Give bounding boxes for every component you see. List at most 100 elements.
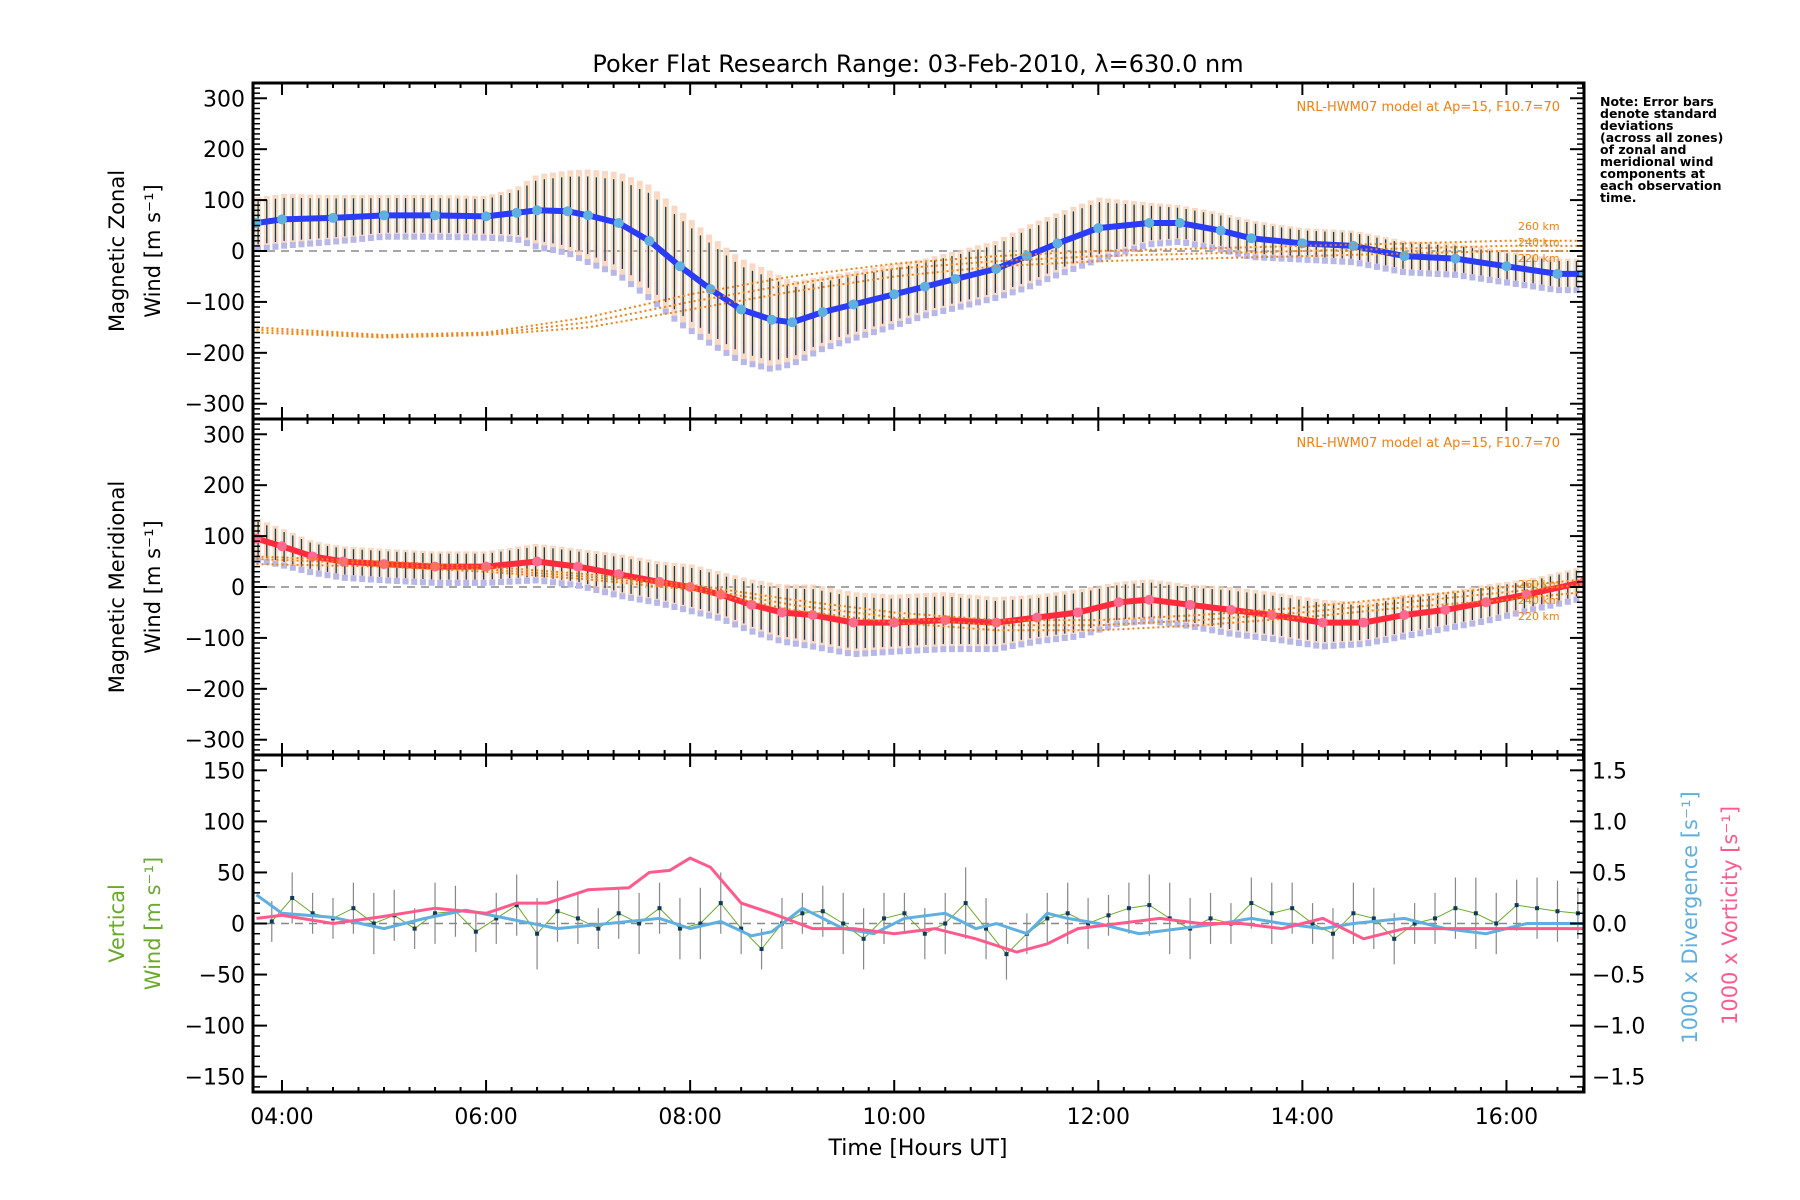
outlier-marker — [1001, 644, 1008, 651]
model-altitude-label: 240 km — [1518, 236, 1560, 249]
outlier-marker — [445, 579, 452, 586]
vertical-wind-point — [1555, 909, 1560, 914]
outlier-marker — [870, 329, 877, 336]
outlier-marker — [922, 312, 929, 319]
y2-tick-label: 1.5 — [1592, 759, 1627, 784]
y-tick-label: 0 — [231, 240, 245, 265]
outlier-marker — [931, 646, 938, 653]
outlier-marker — [411, 578, 418, 585]
vertical-wind-point — [1126, 906, 1131, 911]
outlier-marker — [376, 234, 383, 241]
y-axis-label-line1: Magnetic Zonal — [105, 170, 129, 332]
outlier-marker — [1053, 636, 1060, 643]
vertical-wind-point — [555, 909, 560, 914]
outlier-marker — [1243, 632, 1250, 639]
y-axis-label-line2: Wind [m s⁻¹] — [141, 184, 165, 317]
vertical-wind-point — [1045, 916, 1050, 921]
outlier-marker — [315, 239, 322, 246]
outlier-marker — [445, 234, 452, 241]
outlier-marker — [610, 591, 617, 598]
data-point — [919, 281, 930, 292]
outlier-marker — [1304, 256, 1311, 263]
outlier-marker — [636, 287, 643, 294]
vertical-wind-point — [1269, 911, 1274, 916]
outlier-marker — [541, 245, 548, 252]
outlier-marker — [1295, 256, 1302, 263]
outlier-marker — [454, 579, 461, 586]
vertical-wind-point — [841, 921, 846, 926]
outlier-marker — [497, 579, 504, 586]
outlier-marker — [1521, 282, 1528, 289]
outlier-marker — [1469, 274, 1476, 281]
outlier-marker — [879, 649, 886, 656]
outlier-marker — [1365, 262, 1372, 269]
outlier-marker — [1417, 270, 1424, 277]
outlier-marker — [914, 647, 921, 654]
outlier-marker — [818, 645, 825, 652]
outlier-marker — [914, 315, 921, 322]
outlier-marker — [836, 340, 843, 347]
outlier-marker — [940, 308, 947, 315]
outlier-marker — [1564, 598, 1571, 605]
outlier-marker — [1408, 632, 1415, 639]
outlier-marker — [1200, 625, 1207, 632]
outlier-marker — [1009, 643, 1016, 650]
outlier-marker — [1495, 615, 1502, 622]
outlier-marker — [419, 579, 426, 586]
outlier-marker — [272, 243, 279, 250]
y-tick-label: 300 — [203, 87, 245, 112]
vertical-wind-point — [269, 919, 274, 924]
outlier-marker — [1356, 260, 1363, 267]
data-point — [276, 541, 287, 552]
vertical-wind-point — [800, 911, 805, 916]
outlier-marker — [1139, 243, 1146, 250]
x-tick-label: 08:00 — [658, 1105, 721, 1130]
model-line-1 — [256, 239, 1584, 337]
data-point — [787, 317, 798, 328]
y-tick-label: −200 — [185, 342, 245, 367]
outlier-marker — [1252, 633, 1259, 640]
outlier-marker — [844, 650, 851, 657]
outlier-marker — [862, 331, 869, 338]
outlier-marker — [489, 235, 496, 242]
y-tick-label: 150 — [203, 759, 245, 784]
outlier-marker — [1373, 263, 1380, 270]
outlier-marker — [428, 233, 435, 240]
outlier-marker — [1018, 286, 1025, 293]
outlier-marker — [723, 349, 730, 356]
outlier-marker — [1226, 630, 1233, 637]
outlier-marker — [619, 274, 626, 281]
outlier-marker — [1157, 619, 1164, 626]
outlier-marker — [1148, 618, 1155, 625]
outlier-marker — [1027, 283, 1034, 290]
y-tick-label: −200 — [185, 678, 245, 703]
outlier-marker — [1061, 635, 1068, 642]
outlier-marker — [506, 235, 513, 242]
model-altitude-label: 220 km — [1518, 610, 1560, 623]
outlier-marker — [801, 354, 808, 361]
outlier-marker — [1139, 618, 1146, 625]
outlier-marker — [1547, 602, 1554, 609]
x-tick-label: 04:00 — [250, 1105, 313, 1130]
outlier-marker — [714, 344, 721, 351]
vertical-wind-point — [1494, 921, 1499, 926]
model-altitude-label: 260 km — [1518, 578, 1560, 591]
outlier-marker — [1191, 241, 1198, 248]
vertical-wind-point — [412, 926, 417, 931]
outlier-marker — [1408, 269, 1415, 276]
vertical-wind-point — [596, 926, 601, 931]
error-bar-note: Note: Error bars denote standard deviati… — [1600, 94, 1724, 205]
data-point — [1174, 218, 1185, 228]
outlier-marker — [463, 579, 470, 586]
data-point — [705, 284, 716, 295]
vertical-wind-point — [820, 909, 825, 914]
outlier-marker — [697, 610, 704, 617]
outlier-marker — [749, 628, 756, 635]
outlier-marker — [758, 631, 765, 638]
outlier-marker — [1287, 638, 1294, 645]
outlier-marker — [1122, 248, 1129, 255]
outlier-marker — [1443, 625, 1450, 632]
outlier-marker — [1339, 258, 1346, 265]
outlier-marker — [1373, 638, 1380, 645]
vertical-wind-point — [902, 911, 907, 916]
